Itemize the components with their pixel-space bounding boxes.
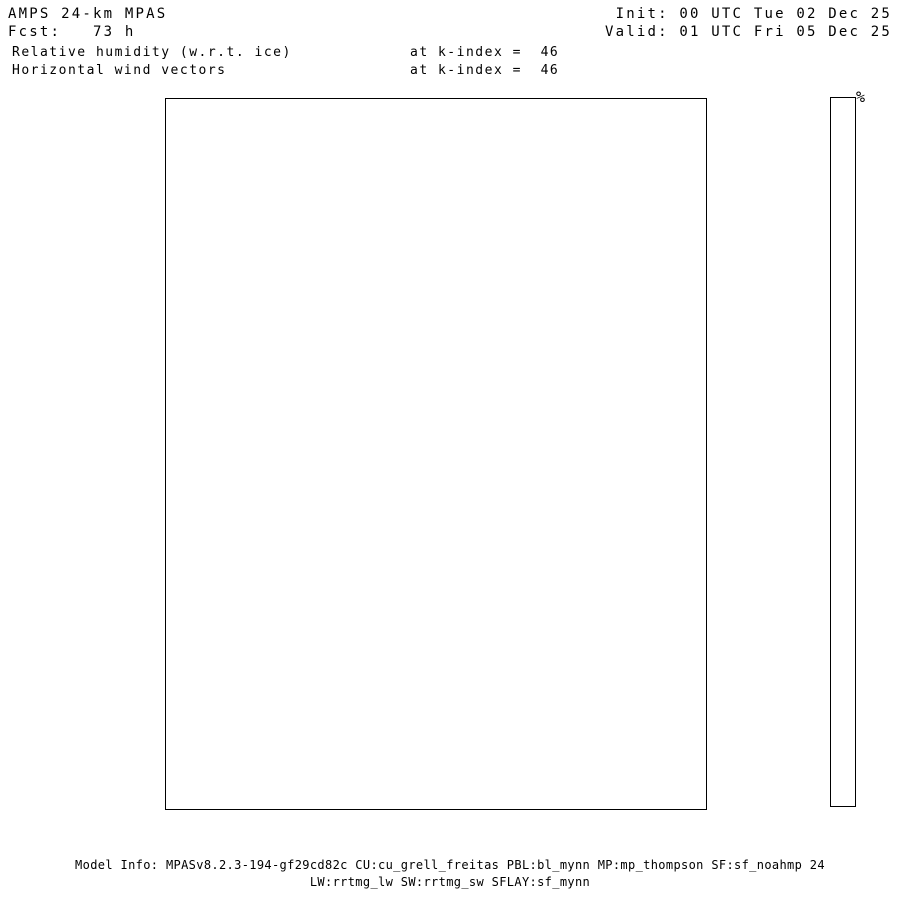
- model-info-line2: LW:rrtmg_lw SW:rrtmg_sw SFLAY:sf_mynn: [309, 875, 591, 889]
- field1-title: Relative humidity (w.r.t. ice): [12, 45, 292, 60]
- field2-title: Horizontal wind vectors: [12, 63, 227, 78]
- field1-level: at k-index = 46: [410, 45, 560, 60]
- colorbar-unit: %: [856, 88, 866, 106]
- field2-level: at k-index = 46: [410, 63, 560, 78]
- model-title: AMPS 24-km MPAS: [8, 6, 168, 22]
- model-info-line1: Model Info: MPASv8.2.3-194-gf29cd82c CU:…: [75, 858, 825, 872]
- map-plot: [165, 98, 707, 810]
- colorbar: [830, 97, 856, 807]
- forecast-hour: Fcst: 73 h: [8, 24, 136, 40]
- valid-time: Valid: 01 UTC Fri 05 Dec 25: [605, 24, 892, 40]
- init-time: Init: 00 UTC Tue 02 Dec 25: [615, 6, 892, 22]
